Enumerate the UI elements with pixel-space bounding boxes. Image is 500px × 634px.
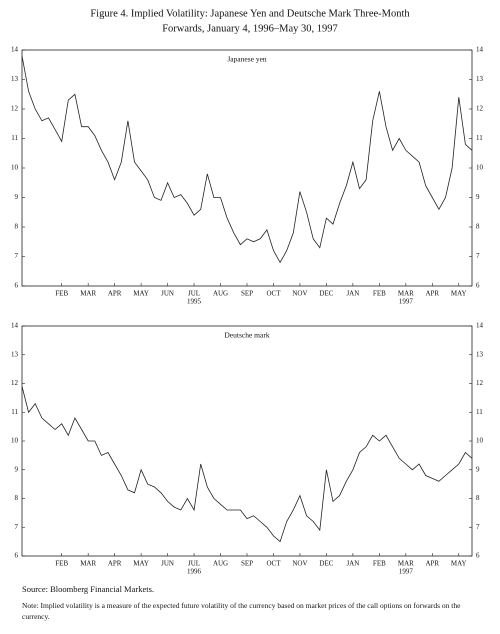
y-tick-label: 10: [11, 437, 19, 445]
year-label: 1995: [187, 298, 202, 306]
chart-subtitle: Japanese yen: [227, 55, 267, 64]
y2-tick-label: 11: [476, 134, 483, 142]
x-tick-label: MAY: [451, 560, 467, 568]
year-label: 1997: [399, 568, 414, 576]
x-tick-label: SEP: [241, 560, 253, 568]
title-line: Forwards, January 4, 1996–May 30, 1997: [162, 23, 338, 34]
y2-tick-label: 7: [476, 252, 480, 260]
year-label: 1996: [187, 568, 202, 576]
y-tick-label: 13: [11, 350, 19, 358]
y-tick-label: 7: [15, 523, 19, 531]
y2-tick-label: 10: [476, 437, 484, 445]
title-line: Figure 4. Implied Volatility: Japanese Y…: [90, 8, 410, 19]
x-tick-label: NOV: [292, 290, 307, 298]
chart-subtitle: Deutsche mark: [224, 331, 269, 340]
y-tick-label: 12: [11, 379, 19, 387]
y2-tick-label: 7: [476, 523, 480, 531]
x-tick-label: MAR: [398, 290, 414, 298]
x-tick-label: APR: [108, 560, 122, 568]
x-tick-label: SEP: [241, 290, 253, 298]
x-tick-label: MAR: [398, 560, 414, 568]
y2-tick-label: 12: [476, 105, 484, 113]
line: [21, 386, 473, 543]
y2-tick-label: 13: [476, 350, 484, 358]
x-tick-label: AUG: [213, 560, 228, 568]
y2-tick-label: 8: [476, 494, 480, 502]
y2-tick-label: 6: [476, 282, 480, 290]
y-tick-label: 10: [11, 164, 19, 172]
x-tick-label: MAR: [80, 290, 96, 298]
y-tick-label: 14: [11, 322, 19, 330]
y-tick-label: 6: [15, 552, 19, 560]
y-tick-label: 6: [15, 282, 19, 290]
y2-tick-label: 13: [476, 75, 484, 83]
chart: Figure 4. Implied Volatility: Japanese Y…: [11, 8, 484, 594]
y-tick-label: 7: [15, 252, 19, 260]
y2-tick-label: 9: [476, 465, 480, 473]
y-tick-label: 14: [11, 46, 19, 54]
y-tick-label: 13: [11, 75, 19, 83]
note: Note: Implied volatility is a measure of…: [22, 601, 461, 621]
x-tick-label: MAY: [451, 290, 467, 298]
y2-tick-label: 8: [476, 223, 480, 231]
y-tick-label: 11: [11, 134, 18, 142]
x-tick-label: FEB: [373, 290, 386, 298]
x-tick-label: OCT: [266, 560, 281, 568]
x-tick-label: APR: [108, 290, 122, 298]
line: [21, 55, 473, 264]
x-tick-label: MAY: [133, 290, 149, 298]
y2-tick-label: 6: [476, 552, 480, 560]
y2-tick-label: 14: [476, 46, 484, 54]
x-tick-label: JAN: [346, 560, 359, 568]
x-tick-label: JUL: [188, 290, 200, 298]
y2-tick-label: 10: [476, 164, 484, 172]
x-tick-label: FEB: [373, 560, 386, 568]
y-tick-label: 9: [15, 193, 19, 201]
y2-tick-label: 9: [476, 193, 480, 201]
x-tick-label: JUN: [161, 290, 174, 298]
y-tick-label: 9: [15, 465, 19, 473]
x-tick-label: JUL: [188, 560, 200, 568]
y-tick-label: 8: [15, 223, 19, 231]
x-tick-label: JUN: [161, 560, 174, 568]
y2-tick-label: 14: [476, 322, 484, 330]
x-tick-label: FEB: [55, 560, 68, 568]
y-tick-label: 12: [11, 105, 19, 113]
y-tick-label: 11: [11, 408, 18, 416]
x-tick-label: DEC: [319, 290, 333, 298]
x-tick-label: DEC: [319, 560, 333, 568]
x-tick-label: OCT: [266, 290, 281, 298]
y2-tick-label: 12: [476, 379, 484, 387]
year-label: 1997: [399, 298, 414, 306]
y2-tick-label: 11: [476, 408, 483, 416]
x-tick-label: NOV: [292, 560, 307, 568]
x-tick-label: AUG: [213, 290, 228, 298]
y-tick-label: 8: [15, 494, 19, 502]
x-tick-label: FEB: [55, 290, 68, 298]
x-tick-label: APR: [425, 560, 439, 568]
plot-frame: [21, 49, 473, 287]
x-tick-label: APR: [425, 290, 439, 298]
source: Source: Bloomberg Financial Markets.: [22, 584, 154, 594]
x-tick-label: MAR: [80, 560, 96, 568]
x-tick-label: JAN: [346, 290, 359, 298]
x-tick-label: MAY: [133, 560, 149, 568]
